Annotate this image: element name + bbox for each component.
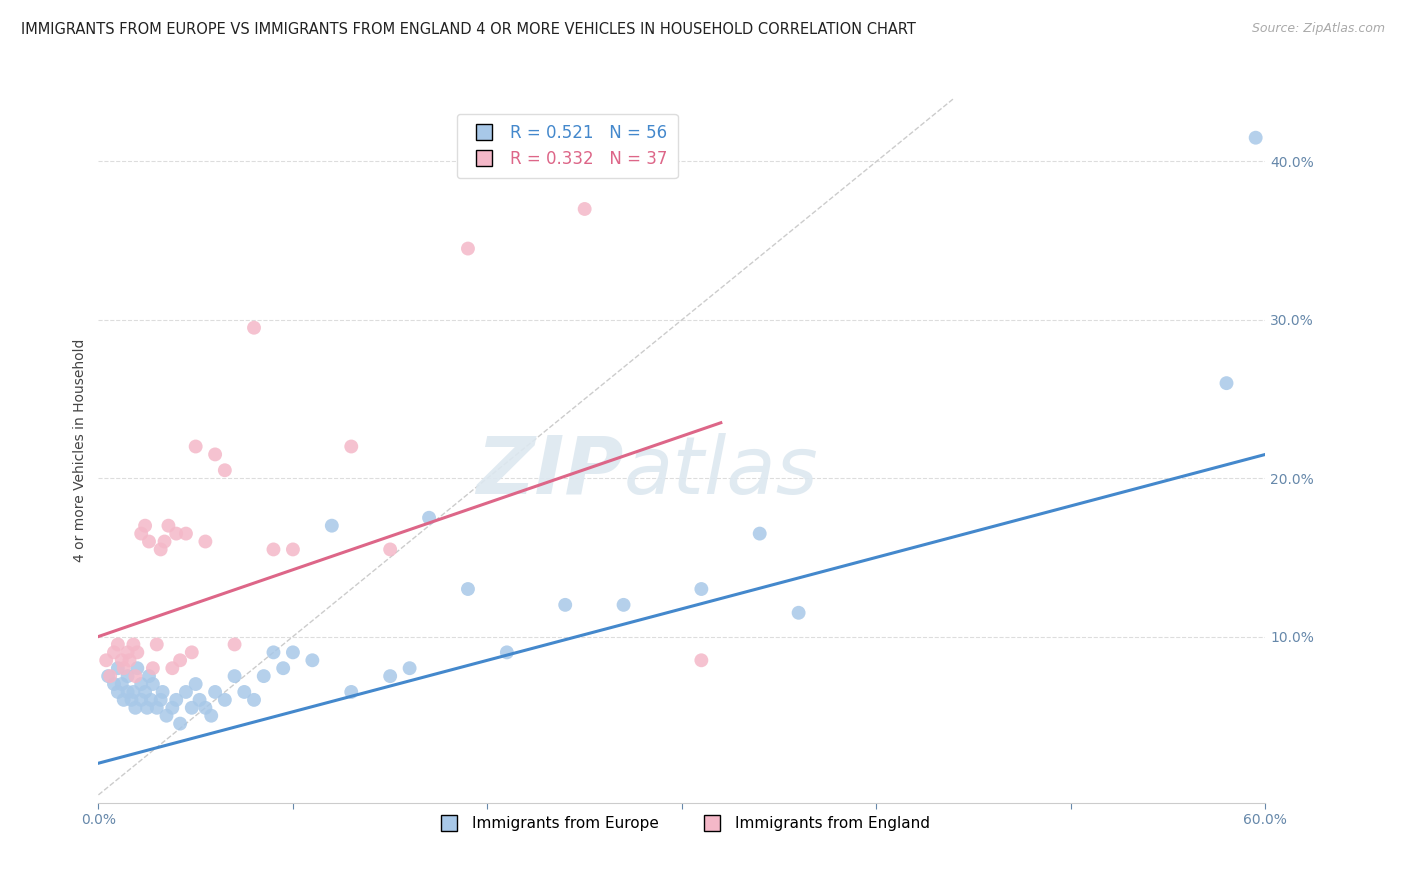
Point <box>214 463 236 477</box>
Point <box>321 518 343 533</box>
Text: atlas: atlas <box>624 433 818 510</box>
Text: Source: ZipAtlas.com: Source: ZipAtlas.com <box>1251 22 1385 36</box>
Point <box>97 669 120 683</box>
Point <box>112 693 135 707</box>
Point <box>124 669 146 683</box>
Point <box>243 320 266 334</box>
Point <box>554 598 576 612</box>
Point <box>103 677 125 691</box>
Point <box>118 653 141 667</box>
Point <box>107 661 129 675</box>
Point <box>98 669 121 683</box>
Point <box>301 653 323 667</box>
Point <box>157 518 180 533</box>
Point <box>224 637 246 651</box>
Point <box>112 661 135 675</box>
Point <box>380 542 402 557</box>
Point <box>281 542 304 557</box>
Point <box>194 534 217 549</box>
Point <box>204 685 226 699</box>
Point <box>174 685 197 699</box>
Point <box>194 700 217 714</box>
Point <box>117 685 139 699</box>
Legend: Immigrants from Europe, Immigrants from England: Immigrants from Europe, Immigrants from … <box>427 810 936 838</box>
Point <box>149 693 172 707</box>
Point <box>690 653 713 667</box>
Point <box>152 685 174 699</box>
Point <box>129 526 152 541</box>
Point <box>457 242 479 256</box>
Point <box>262 645 284 659</box>
Point <box>380 669 402 683</box>
Point <box>162 661 184 675</box>
Point <box>418 510 440 524</box>
Point <box>340 440 363 454</box>
Point <box>111 677 134 691</box>
Point <box>127 645 149 659</box>
Point <box>224 669 246 683</box>
Point <box>165 693 187 707</box>
Point <box>146 637 169 651</box>
Point <box>149 542 172 557</box>
Y-axis label: 4 or more Vehicles in Household: 4 or more Vehicles in Household <box>73 339 87 562</box>
Point <box>117 669 139 683</box>
Point <box>127 661 149 675</box>
Point <box>138 669 160 683</box>
Point <box>122 685 145 699</box>
Text: ZIP: ZIP <box>477 433 624 510</box>
Point <box>787 606 810 620</box>
Point <box>124 700 146 714</box>
Point <box>398 661 420 675</box>
Point <box>574 202 596 216</box>
Point <box>122 637 145 651</box>
Point <box>1244 130 1267 145</box>
Point <box>169 653 191 667</box>
Point <box>153 534 176 549</box>
Point <box>174 526 197 541</box>
Point <box>180 645 202 659</box>
Point <box>96 653 118 667</box>
Point <box>142 661 165 675</box>
Text: IMMIGRANTS FROM EUROPE VS IMMIGRANTS FROM ENGLAND 4 OR MORE VEHICLES IN HOUSEHOL: IMMIGRANTS FROM EUROPE VS IMMIGRANTS FRO… <box>21 22 915 37</box>
Point <box>457 582 479 596</box>
Point <box>136 700 159 714</box>
Point <box>129 693 152 707</box>
Point <box>142 677 165 691</box>
Point <box>134 518 156 533</box>
Point <box>129 677 152 691</box>
Point <box>243 693 266 707</box>
Point <box>204 447 226 461</box>
Point <box>340 685 363 699</box>
Point <box>117 645 139 659</box>
Point <box>613 598 636 612</box>
Point <box>107 685 129 699</box>
Point <box>184 677 207 691</box>
Point <box>281 645 304 659</box>
Point <box>169 716 191 731</box>
Point <box>162 700 184 714</box>
Point <box>107 637 129 651</box>
Point <box>139 693 162 707</box>
Point <box>200 708 222 723</box>
Point <box>180 700 202 714</box>
Point <box>1215 376 1237 391</box>
Point <box>496 645 519 659</box>
Point <box>138 534 160 549</box>
Point <box>111 653 134 667</box>
Point <box>184 440 207 454</box>
Point <box>103 645 125 659</box>
Point <box>146 700 169 714</box>
Point <box>690 582 713 596</box>
Point <box>188 693 211 707</box>
Point <box>121 693 143 707</box>
Point <box>165 526 187 541</box>
Point <box>214 693 236 707</box>
Point <box>271 661 294 675</box>
Point <box>233 685 256 699</box>
Point <box>262 542 284 557</box>
Point <box>155 708 177 723</box>
Point <box>134 685 156 699</box>
Point <box>253 669 276 683</box>
Point <box>748 526 770 541</box>
